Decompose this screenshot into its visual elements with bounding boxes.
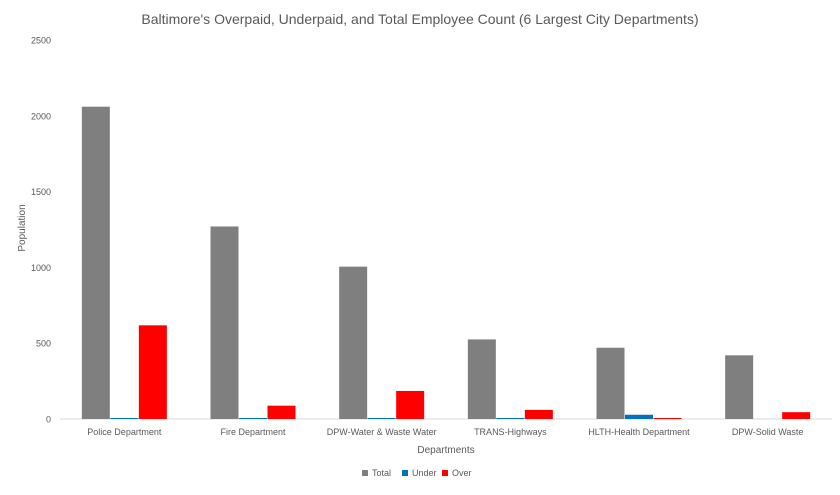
x-tick-label: DPW-Solid Waste [732,427,804,437]
y-tick-label: 1500 [31,187,51,197]
legend-label-under: Under [412,468,437,478]
bar-under-2 [367,418,396,419]
bar-over-0 [138,325,167,419]
x-tick-label: DPW-Water & Waste Water [327,427,437,437]
y-tick-label: 0 [46,415,51,425]
legend-swatch-under [402,470,408,476]
bar-over-4 [653,418,682,419]
bar-total-2 [339,266,368,419]
x-tick-label: HLTH-Health Department [588,427,690,437]
x-tick-label: Police Department [87,427,162,437]
bar-total-1 [210,226,239,419]
y-tick-label: 1000 [31,263,51,273]
chart-title: Baltimore's Overpaid, Underpaid, and Tot… [141,11,698,27]
bar-over-2 [396,390,425,419]
bar-over-3 [524,409,553,419]
bar-total-0 [81,106,110,419]
y-tick-label: 2000 [31,111,51,121]
bar-total-3 [467,339,496,419]
y-tick-label: 500 [36,339,51,349]
x-tick-label: Fire Department [220,427,286,437]
x-tick-label: TRANS-Highways [474,427,547,437]
y-tick-label: 2500 [31,36,51,46]
bar-under-4 [625,414,653,419]
legend-label-total: Total [372,468,391,478]
legend: Total Under Over [362,468,472,478]
bar-under-1 [239,418,267,419]
bar-total-5 [725,355,754,419]
y-axis-label: Population [17,204,28,251]
x-axis-label: Departments [417,445,474,456]
bar-over-5 [782,412,811,419]
y-axis-ticks: 0 500 1000 1500 2000 2500 [31,36,51,425]
bar-total-4 [596,347,625,419]
bar-under-0 [110,418,139,419]
legend-swatch-over [442,470,448,476]
bar-over-1 [267,405,296,419]
bars-group [81,106,811,419]
legend-label-over: Over [452,468,472,478]
bar-under-3 [496,418,525,419]
legend-swatch-total [362,470,368,476]
x-axis-ticks: Police Department Fire Department DPW-Wate… [87,427,803,437]
